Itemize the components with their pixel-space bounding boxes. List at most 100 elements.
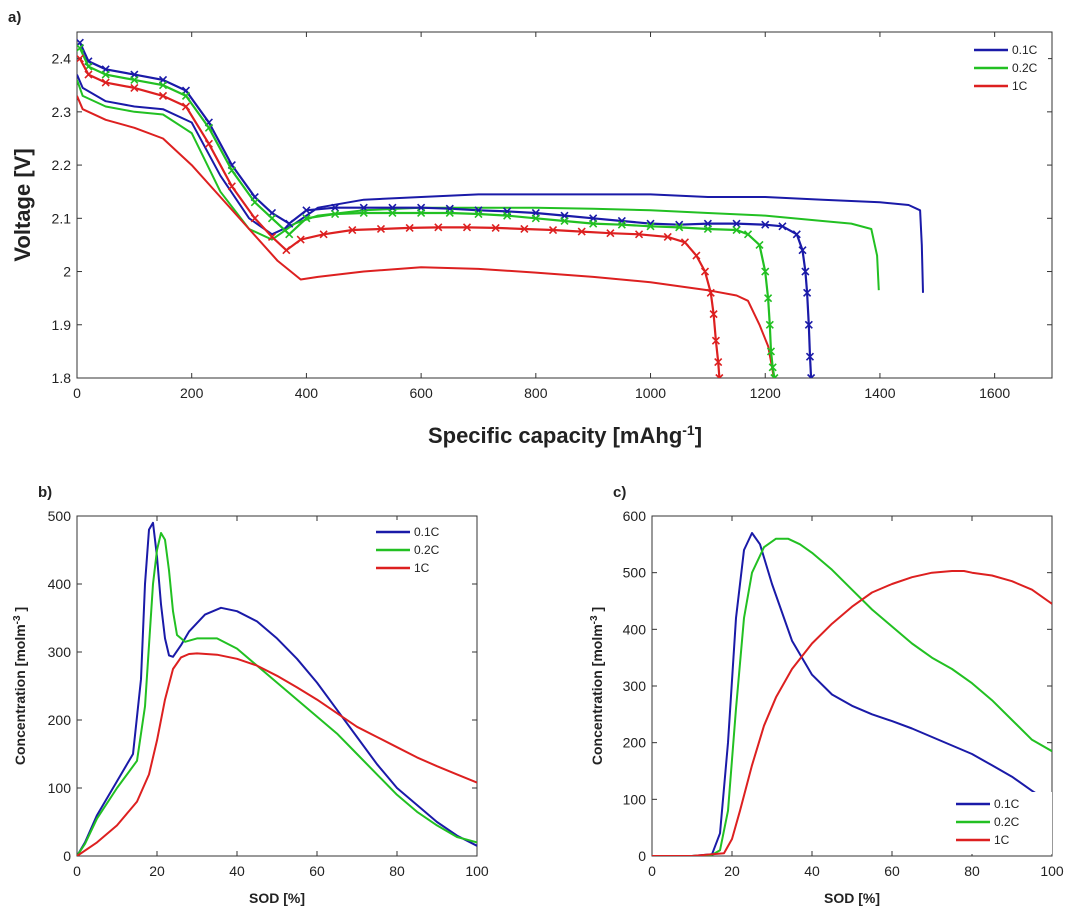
data-point-marker — [805, 352, 815, 361]
series-0-1c-line — [652, 532, 1052, 856]
x-tick-label: 1200 — [750, 385, 781, 401]
x-tick-label: 1400 — [864, 385, 895, 401]
data-point-marker — [417, 208, 426, 218]
x-tick-label: 800 — [524, 385, 548, 401]
data-point-marker — [267, 214, 277, 223]
data-point-marker — [204, 139, 213, 148]
data-point-marker — [319, 230, 328, 239]
data-point-marker — [768, 363, 777, 372]
x-tick-label: 400 — [295, 385, 319, 401]
series-0-1c-line — [77, 521, 477, 856]
data-point-marker — [703, 224, 712, 234]
legend-label: 0.2C — [414, 543, 440, 557]
legend-label: 0.2C — [1012, 61, 1038, 75]
data-point-marker — [491, 223, 500, 232]
y-tick-label: 2.2 — [52, 157, 72, 173]
y-tick-label: 300 — [623, 678, 647, 694]
panel-b-series — [77, 521, 477, 856]
y-tick-label: 2.3 — [52, 104, 72, 120]
panel-b-label: b) — [38, 484, 52, 501]
data-point-marker — [503, 211, 512, 220]
y-tick-label: 200 — [623, 735, 647, 751]
data-point-marker — [692, 251, 701, 260]
panel-c-label: c) — [613, 484, 626, 501]
data-point-marker — [700, 267, 710, 276]
y-tick-label: 1.8 — [52, 370, 72, 386]
data-point-marker — [743, 230, 753, 239]
data-point-marker — [84, 70, 93, 79]
x-tick-label: 0 — [73, 863, 81, 879]
data-point-marker — [589, 219, 598, 228]
x-tick-label: 40 — [229, 863, 245, 879]
data-point-marker — [474, 209, 483, 219]
data-point-marker — [646, 222, 655, 231]
data-point-marker — [709, 310, 718, 319]
data-point-marker — [761, 267, 770, 276]
data-point-marker — [405, 223, 414, 232]
series-1c-line — [77, 652, 477, 856]
data-point-marker — [282, 246, 291, 255]
data-point-marker — [520, 224, 529, 234]
panel-c-legend: 0.1C 0.2C 1C — [952, 792, 1052, 854]
x-tick-label: 100 — [465, 863, 489, 879]
x-tick-label: 0 — [73, 385, 81, 401]
y-tick-label: 0 — [63, 848, 71, 864]
series-0-2c-markers — [77, 43, 779, 378]
data-point-marker — [765, 320, 774, 329]
y-tick-label: 500 — [48, 508, 72, 524]
data-point-marker — [158, 91, 168, 100]
data-point-marker — [250, 198, 259, 207]
x-tick-label: 20 — [724, 863, 740, 879]
data-point-marker — [634, 230, 644, 239]
data-point-marker — [434, 223, 443, 232]
y-tick-label: 100 — [623, 791, 647, 807]
data-point-marker — [101, 78, 110, 87]
data-point-marker — [807, 373, 816, 378]
data-point-marker — [462, 223, 472, 232]
panel-c-x-axis-label: SOD [%] — [824, 890, 880, 906]
data-point-marker — [706, 288, 715, 297]
data-point-marker — [77, 54, 84, 63]
y-tick-label: 400 — [48, 576, 72, 592]
legend-label: 0.1C — [994, 797, 1020, 811]
y-tick-label: 200 — [48, 712, 72, 728]
data-point-marker — [302, 214, 311, 223]
x-tick-label: 60 — [884, 863, 900, 879]
data-point-marker — [376, 224, 386, 234]
data-point-marker — [359, 208, 368, 218]
panel-a-y-axis-label: Voltage [V] — [10, 148, 35, 261]
x-tick-label: 600 — [409, 385, 433, 401]
data-point-marker — [761, 220, 770, 229]
data-point-marker — [732, 219, 741, 228]
data-point-marker — [770, 373, 779, 378]
data-point-marker — [101, 70, 110, 79]
data-point-marker — [803, 288, 812, 297]
series-1c-line — [652, 570, 1052, 856]
data-point-marker — [606, 229, 615, 238]
data-point-marker — [792, 230, 801, 239]
panel-c-y-axis-label: Concentration [molm-3 ] — [589, 607, 605, 765]
panel-b-ticks: 0 20 40 60 80 100 0 100 200 300 400 500 — [48, 508, 489, 879]
data-point-marker — [531, 214, 540, 223]
data-point-marker — [302, 206, 311, 215]
legend-label: 1C — [994, 833, 1010, 847]
data-point-marker — [267, 232, 277, 242]
data-point-marker — [445, 208, 454, 218]
data-point-marker — [285, 230, 294, 239]
y-tick-label: 300 — [48, 644, 72, 660]
data-point-marker — [560, 216, 569, 226]
x-tick-label: 100 — [1040, 863, 1064, 879]
y-tick-label: 2 — [63, 264, 71, 280]
series-0-2c-line — [652, 537, 1052, 856]
x-tick-label: 0 — [648, 863, 656, 879]
panel-a-ticks: 0 200 400 600 800 1000 1200 1400 1600 1.8 1.9 2 2.1 2… — [52, 32, 1052, 401]
data-point-marker — [714, 357, 723, 367]
data-point-marker — [617, 220, 626, 229]
panel-b-legend: 0.1C 0.2C 1C — [372, 520, 472, 582]
data-point-marker — [577, 227, 586, 236]
panel-b: b) 0 20 40 60 80 100 0 100 200 300 400 500 0.1C 0.2C… — [12, 484, 489, 906]
data-point-marker — [285, 219, 294, 228]
x-tick-label: 1600 — [979, 385, 1010, 401]
